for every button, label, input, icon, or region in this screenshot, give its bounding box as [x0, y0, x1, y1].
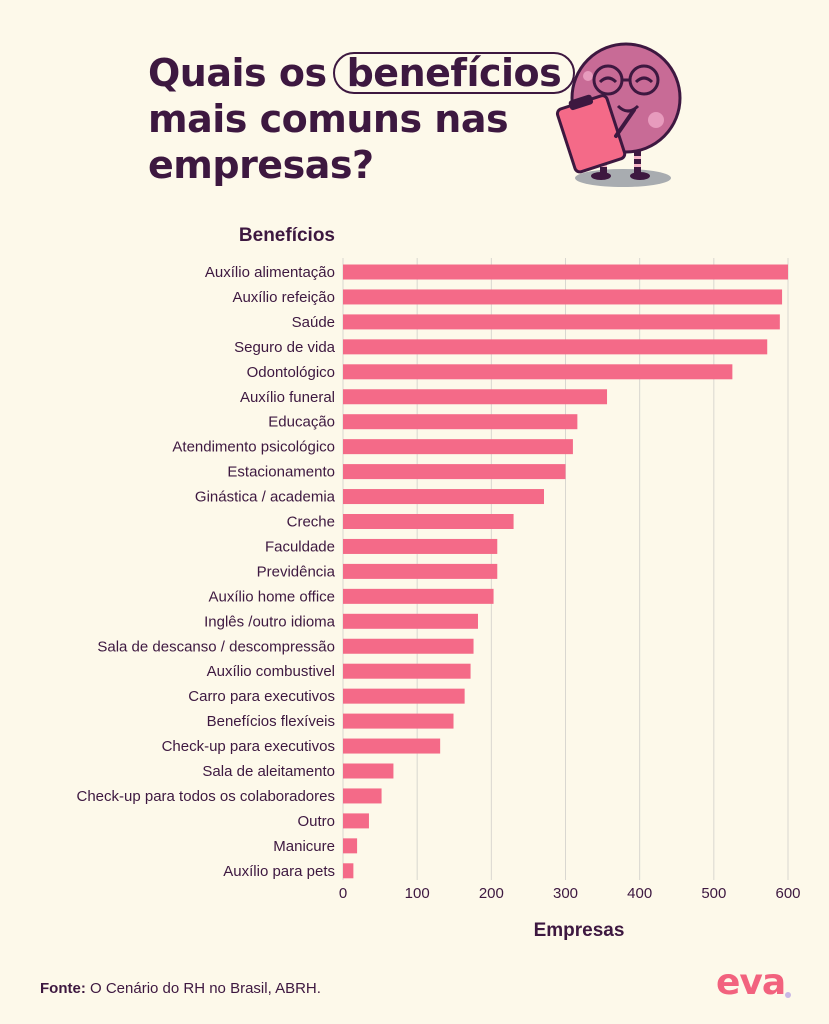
category-label: Faculdade	[265, 538, 335, 555]
category-label: Creche	[287, 514, 335, 531]
title-line3: empresas?	[148, 143, 374, 187]
category-label: Manicure	[273, 838, 335, 855]
bar	[343, 863, 354, 879]
category-label: Sala de descanso / descompressão	[97, 638, 335, 655]
bar	[343, 713, 454, 729]
title-line1-pre: Quais os	[148, 51, 327, 95]
category-label: Atendimento psicológico	[172, 439, 335, 456]
category-label: Previdência	[257, 563, 336, 580]
category-label: Auxílio combustivel	[207, 663, 335, 680]
category-label: Carro para executivos	[188, 688, 335, 705]
bar	[343, 489, 544, 505]
category-label: Outro	[297, 813, 335, 830]
category-label: Auxílio refeição	[232, 289, 335, 306]
mascot-icon	[555, 42, 682, 187]
brand-logo-dot	[785, 992, 791, 998]
y-axis-label: Benefícios	[239, 225, 335, 246]
category-label: Estacionamento	[227, 464, 335, 481]
source-note: Fonte: O Cenário do RH no Brasil, ABRH.	[40, 980, 321, 997]
x-axis-label: Empresas	[534, 920, 625, 941]
x-tick-label: 300	[553, 885, 578, 902]
bar	[343, 688, 465, 704]
x-tick-label: 0	[339, 885, 347, 902]
bar	[343, 364, 733, 380]
source-label: Fonte:	[40, 980, 86, 997]
bar	[343, 788, 382, 804]
category-label: Check-up para todos os colaboradores	[77, 788, 336, 805]
category-label: Benefícios flexíveis	[207, 713, 335, 730]
bar	[343, 464, 566, 480]
category-label: Auxílio para pets	[223, 863, 335, 880]
category-label: Auxílio funeral	[240, 389, 335, 406]
page-title: Quais os benefícios mais comuns nas empre…	[148, 50, 576, 188]
category-label: Seguro de vida	[234, 339, 336, 356]
bar	[343, 563, 498, 579]
bar	[343, 314, 780, 330]
category-label: Inglês /outro idioma	[204, 613, 336, 630]
bar	[343, 738, 441, 754]
x-tick-label: 600	[775, 885, 800, 902]
bar	[343, 538, 498, 554]
bar	[343, 813, 369, 829]
bar	[343, 414, 578, 430]
x-tick-label: 200	[479, 885, 504, 902]
bar	[343, 613, 478, 629]
category-label: Check-up para executivos	[162, 738, 335, 755]
source-text: O Cenário do RH no Brasil, ABRH.	[90, 980, 321, 997]
x-tick-label: 500	[701, 885, 726, 902]
category-label: Educação	[268, 414, 335, 431]
category-label: Auxílio alimentação	[205, 264, 335, 281]
bar	[343, 638, 474, 654]
bar	[343, 514, 514, 529]
category-label: Ginástica / academia	[195, 489, 336, 506]
bar-chart: Benefícios Auxílio alimentação Auxílio re…	[77, 225, 801, 941]
x-tick-label: 100	[405, 885, 430, 902]
title-line2: mais comuns nas	[148, 97, 509, 141]
brand-logo: eva	[716, 962, 786, 1003]
x-tick-label: 400	[627, 885, 652, 902]
category-label: Saúde	[292, 314, 335, 331]
category-label: Odontológico	[247, 364, 335, 381]
bar	[343, 763, 394, 779]
bar	[343, 663, 471, 679]
bar	[343, 588, 494, 604]
bar	[343, 838, 358, 854]
category-label: Sala de aleitamento	[202, 763, 335, 780]
bar	[343, 439, 573, 455]
category-label: Auxílio home office	[209, 588, 335, 605]
title-highlight: benefícios	[332, 52, 576, 94]
bar	[343, 389, 608, 405]
bar	[343, 264, 788, 280]
bar	[343, 339, 768, 355]
bar	[343, 289, 783, 305]
